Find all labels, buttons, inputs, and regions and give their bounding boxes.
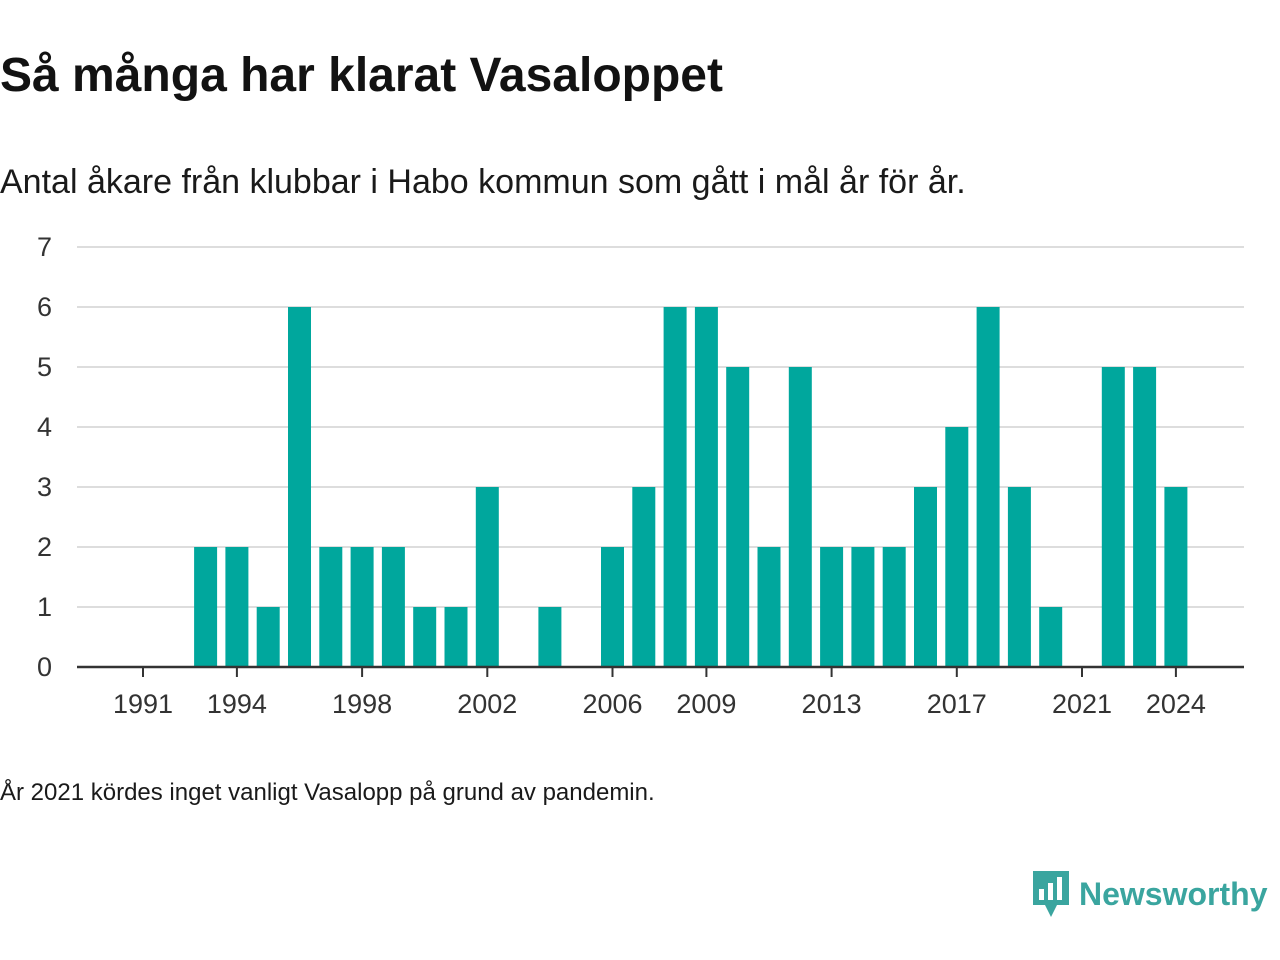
bar-2000 bbox=[413, 607, 437, 667]
bar-1994 bbox=[225, 547, 249, 667]
y-tick-label: 3 bbox=[37, 472, 52, 502]
bar-2014 bbox=[851, 547, 875, 667]
bar-2015 bbox=[882, 547, 906, 667]
bar-2013 bbox=[820, 547, 844, 667]
bar-1997 bbox=[319, 547, 343, 667]
chart-subtitle: Antal åkare från klubbar i Habo kommun s… bbox=[0, 163, 966, 201]
bar-2019 bbox=[1007, 487, 1031, 667]
bar-1993 bbox=[194, 547, 218, 667]
bar-2007 bbox=[632, 487, 656, 667]
bar-2023 bbox=[1133, 367, 1157, 667]
bar-2001 bbox=[444, 607, 468, 667]
bar-2024 bbox=[1164, 487, 1188, 667]
gridlines bbox=[77, 246, 1244, 608]
bar-1995 bbox=[256, 607, 280, 667]
bar-2017 bbox=[945, 427, 969, 667]
bar-1999 bbox=[381, 547, 405, 667]
bar-2002 bbox=[475, 487, 499, 667]
bar-chart: 0 1 2 3 4 5 6 7 1991 1994 1998 2002 2006 2009 2013 201… bbox=[37, 232, 1244, 719]
x-tick-label: 2006 bbox=[582, 689, 642, 719]
x-tick-label: 2021 bbox=[1052, 689, 1112, 719]
bar-2008 bbox=[663, 307, 687, 667]
x-tick-label: 2017 bbox=[927, 689, 987, 719]
bar-1998 bbox=[350, 547, 374, 667]
chart-speech-bubble-icon bbox=[1033, 871, 1069, 917]
bar-2006 bbox=[601, 547, 624, 667]
y-axis-ticks: 0 1 2 3 4 5 6 7 bbox=[37, 232, 52, 682]
bar-2010 bbox=[726, 367, 750, 667]
bar-2016 bbox=[914, 487, 937, 667]
x-axis-ticks: 1991 1994 1998 2002 2006 2009 2013 2017 2021 2024 bbox=[77, 665, 1244, 719]
x-tick-label: 1991 bbox=[113, 689, 173, 719]
bar-2022 bbox=[1101, 367, 1125, 667]
chart-title: Så många har klarat Vasaloppet bbox=[0, 49, 723, 102]
chart-footnote: År 2021 kördes inget vanligt Vasalopp på… bbox=[0, 779, 655, 806]
y-tick-label: 1 bbox=[37, 592, 52, 622]
brand-name: Newsworthy bbox=[1079, 875, 1268, 912]
bar-2011 bbox=[757, 547, 781, 667]
x-tick-label: 2024 bbox=[1146, 689, 1206, 719]
x-tick-label: 1998 bbox=[332, 689, 392, 719]
brand-logo: Newsworthy bbox=[1031, 869, 1267, 919]
y-tick-label: 4 bbox=[37, 412, 52, 442]
y-tick-label: 5 bbox=[37, 352, 52, 382]
x-tick-label: 2002 bbox=[457, 689, 517, 719]
bar-1996 bbox=[288, 307, 311, 667]
bar-2020 bbox=[1039, 607, 1063, 667]
x-tick-label: 2013 bbox=[802, 689, 862, 719]
bar-2009 bbox=[694, 307, 718, 667]
y-tick-label: 6 bbox=[37, 292, 52, 322]
bar-2018 bbox=[976, 307, 1000, 667]
x-tick-label: 2009 bbox=[676, 689, 736, 719]
y-tick-label: 2 bbox=[37, 532, 52, 562]
y-tick-label: 7 bbox=[37, 232, 52, 262]
x-tick-label: 1994 bbox=[207, 689, 267, 719]
bars bbox=[194, 307, 1188, 667]
y-tick-label: 0 bbox=[37, 652, 52, 682]
bar-2012 bbox=[788, 367, 812, 667]
bar-2004 bbox=[538, 607, 562, 667]
